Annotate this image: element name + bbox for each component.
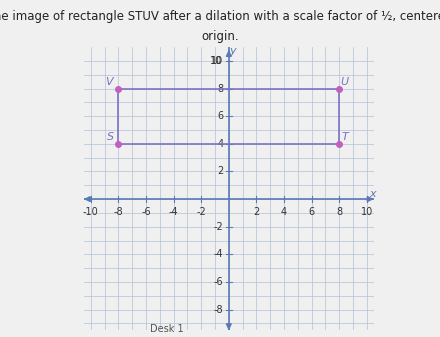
- Text: 10: 10: [361, 207, 373, 217]
- Text: 8: 8: [336, 207, 342, 217]
- Text: T: T: [341, 132, 348, 142]
- Text: -4: -4: [214, 249, 223, 259]
- Text: -4: -4: [169, 207, 178, 217]
- Text: Graph the image of rectangle STUV after a dilation with a scale factor of ½, cen: Graph the image of rectangle STUV after …: [0, 10, 440, 23]
- Text: S: S: [106, 132, 114, 142]
- Text: -2: -2: [213, 222, 223, 232]
- Text: 4: 4: [217, 139, 223, 149]
- Text: U: U: [341, 76, 349, 87]
- Text: 4: 4: [281, 207, 287, 217]
- Text: origin.: origin.: [201, 30, 239, 43]
- Text: V: V: [105, 76, 113, 87]
- Text: -2: -2: [196, 207, 206, 217]
- Text: 8: 8: [217, 84, 223, 94]
- Text: 6: 6: [308, 207, 315, 217]
- Text: 6: 6: [217, 111, 223, 121]
- Text: -6: -6: [141, 207, 151, 217]
- Text: 2: 2: [217, 166, 223, 177]
- Text: -8: -8: [114, 207, 123, 217]
- Text: y: y: [230, 46, 236, 56]
- Text: -10: -10: [83, 207, 99, 217]
- Text: -6: -6: [214, 277, 223, 287]
- Text: Desk 1: Desk 1: [150, 324, 184, 334]
- Text: -8: -8: [214, 305, 223, 314]
- Text: x: x: [369, 189, 376, 198]
- Text: 10: 10: [210, 56, 223, 66]
- Text: 2: 2: [253, 207, 260, 217]
- Text: 10: 10: [211, 56, 223, 66]
